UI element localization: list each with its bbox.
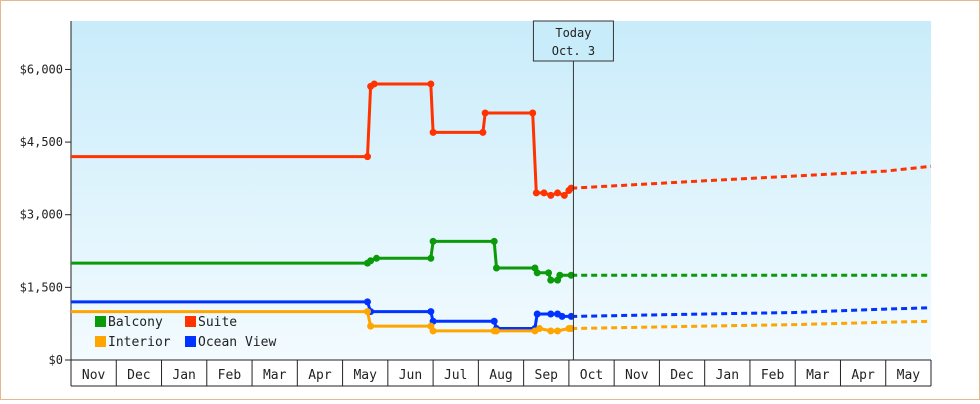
series-point [533,310,541,318]
legend-label: Interior [108,335,171,350]
series-point [367,257,375,265]
series-point [427,80,435,88]
legend-swatch [95,336,106,347]
series-point [427,254,435,262]
legend-swatch [185,336,196,347]
series-point [567,325,575,333]
plot-background [71,21,931,360]
legend-label: Ocean View [198,335,276,350]
series-point [363,153,371,161]
x-tick-label: May [353,368,377,383]
series-point [367,322,375,330]
series-point [370,80,378,88]
series-point [427,308,435,316]
series-point [547,310,555,318]
y-tick-label: $6,000 [20,62,63,76]
series-point [481,109,489,117]
series-point [373,254,381,262]
x-tick-label: Nov [82,368,106,383]
series-point [567,312,575,320]
series-point [554,189,562,197]
series-point [560,191,568,199]
series-point [532,189,540,197]
x-tick-label: May [897,368,921,383]
series-point [492,264,500,272]
series-point [547,327,555,335]
legend-swatch [95,316,106,327]
series-point [556,271,564,279]
x-tick-label: Jul [444,368,467,383]
x-tick-label: Jan [172,368,195,383]
x-tick-label: Jun [399,368,422,383]
legend-swatch [185,316,196,327]
x-tick-label: Jan [716,368,739,383]
today-date: Oct. 3 [552,44,595,58]
series-point [535,325,543,333]
today-marker: Today Oct. 3 [532,20,614,360]
series-point [558,312,566,320]
series-point [492,327,500,335]
series-point [567,184,575,192]
series-point [429,128,437,136]
x-tick-label: Apr [308,368,332,383]
x-tick-label: Mar [806,368,830,383]
today-box [532,20,614,62]
series-point [363,308,371,316]
x-tick-label: Sep [535,368,559,383]
legend-label: Balcony [108,315,163,330]
series-point [429,327,437,335]
series-point [429,237,437,245]
x-tick-label: Nov [625,368,649,383]
series-point [479,128,487,136]
series-point [547,191,555,199]
series-point [490,237,498,245]
y-tick-label: $0 [49,353,63,367]
x-tick-label: Dec [670,368,693,383]
series-point [547,276,555,284]
x-tick-label: Apr [851,368,875,383]
y-tick-label: $4,500 [20,135,63,149]
series-point [533,269,541,277]
series-point [567,271,575,279]
legend-label: Suite [198,315,237,330]
x-tick-label: Mar [263,368,287,383]
x-tick-label: Dec [127,368,150,383]
y-tick-label: $1,500 [20,280,63,294]
series-point [540,189,548,197]
series-point [363,298,371,306]
today-label: Today [555,26,591,40]
y-tick-label: $3,000 [20,208,63,222]
x-tick-label: Oct [580,368,603,383]
series-point [490,317,498,325]
x-tick-label: Feb [218,368,242,383]
series-point [529,109,537,117]
x-tick-label: Aug [489,368,512,383]
series-point [554,327,562,335]
series-point [545,269,553,277]
x-tick-label: Feb [761,368,785,383]
